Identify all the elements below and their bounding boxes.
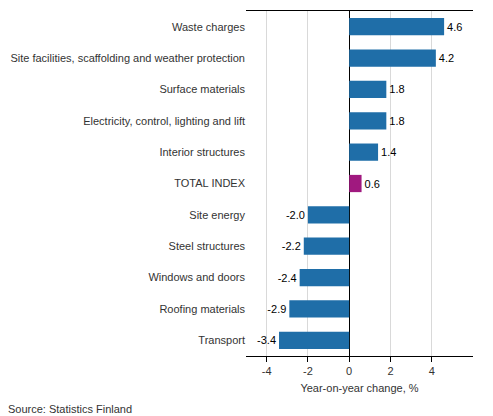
svg-text:Site energy: Site energy (189, 209, 245, 221)
svg-text:1.8: 1.8 (389, 115, 404, 127)
svg-text:1.8: 1.8 (389, 83, 404, 95)
svg-text:-4: -4 (262, 365, 272, 377)
svg-text:Roofing materials: Roofing materials (159, 303, 245, 315)
svg-text:2: 2 (387, 365, 393, 377)
svg-text:4.2: 4.2 (439, 52, 454, 64)
svg-text:-2: -2 (303, 365, 313, 377)
svg-text:Windows and doors: Windows and doors (148, 271, 245, 283)
svg-text:Transport: Transport (198, 334, 245, 346)
svg-text:-3.4: -3.4 (257, 334, 276, 346)
svg-text:Source: Statistics Finland: Source: Statistics Finland (8, 403, 132, 415)
svg-text:TOTAL INDEX: TOTAL INDEX (174, 177, 245, 189)
svg-text:Surface materials: Surface materials (159, 83, 245, 95)
svg-text:0.6: 0.6 (365, 178, 380, 190)
svg-text:1.4: 1.4 (381, 146, 396, 158)
svg-text:Waste charges: Waste charges (172, 21, 245, 33)
svg-text:Year-on-year change, %: Year-on-year change, % (300, 382, 418, 394)
svg-text:Interior structures: Interior structures (159, 146, 245, 158)
svg-text:Site facilities, scaffolding a: Site facilities, scaffolding and weather… (10, 52, 245, 64)
svg-text:-2.2: -2.2 (282, 240, 301, 252)
svg-text:4: 4 (429, 365, 435, 377)
svg-text:-2.4: -2.4 (278, 272, 297, 284)
svg-text:Electricity, control, lighting: Electricity, control, lighting and lift (83, 115, 245, 127)
svg-text:-2.0: -2.0 (286, 209, 305, 221)
svg-text:Steel structures: Steel structures (169, 240, 246, 252)
svg-text:0: 0 (346, 365, 352, 377)
svg-text:4.6: 4.6 (447, 21, 462, 33)
svg-text:-2.9: -2.9 (267, 303, 286, 315)
